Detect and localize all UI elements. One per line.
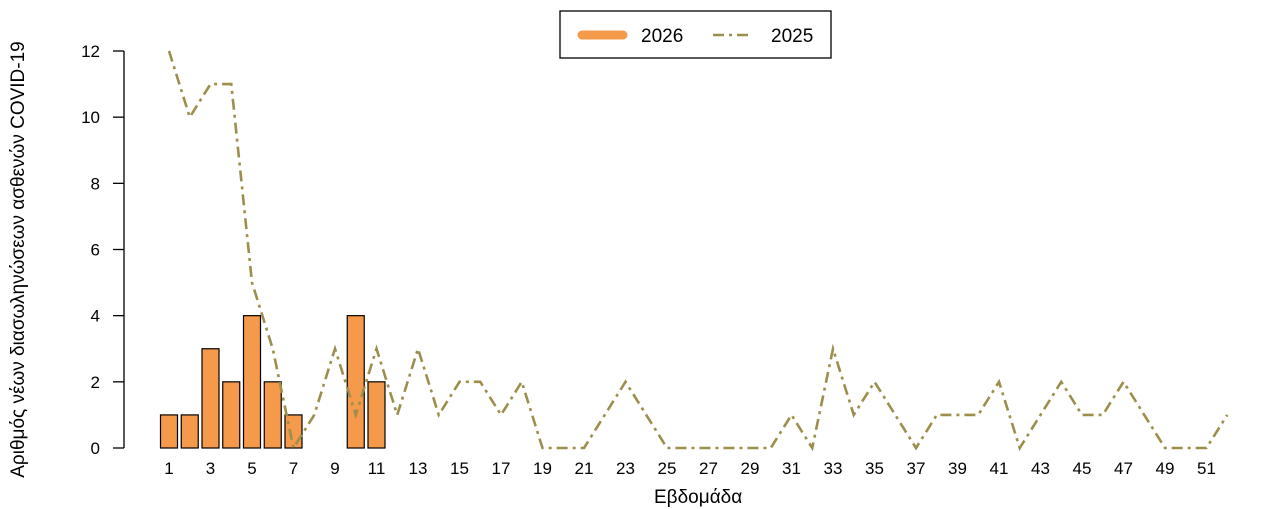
bar-2026 [159,414,179,449]
x-tick-label: 51 [1197,459,1216,478]
bar-2026 [180,414,199,449]
x-tick-label: 21 [575,459,594,478]
x-tick-label: 19 [533,459,552,478]
x-tick-label: 17 [492,459,511,478]
x-tick-label: 33 [824,459,843,478]
x-tick-label: 43 [1031,459,1050,478]
x-tick-label: 13 [409,459,428,478]
y-tick-label: 8 [91,174,100,193]
x-tick-label: 1 [164,459,173,478]
legend: 2026 2025 [559,10,832,59]
y-tick-label: 6 [91,241,100,260]
x-axis-title: Εβδομάδα [654,487,742,508]
x-tick-label: 31 [782,459,801,478]
bar-2026 [242,315,262,449]
bar-2026 [263,381,282,449]
x-tick-label: 47 [1114,459,1133,478]
bars-2026 [159,315,386,449]
y-tick-label: 10 [81,108,100,127]
x-tick-label: 7 [289,459,298,478]
x-tick-label: 37 [907,459,926,478]
bar-2026 [367,381,386,449]
x-tick-label: 39 [948,459,967,478]
x-tick-label: 49 [1156,459,1175,478]
bar-2026 [222,381,241,449]
x-tick-label: 45 [1073,459,1092,478]
y-tick-label: 2 [91,373,100,392]
x-tick-label: 11 [368,459,386,478]
legend-label-2026: 2026 [641,26,683,47]
x-tick-label: 9 [330,459,339,478]
x-tick-label: 3 [206,459,215,478]
y-tick-label: 12 [81,42,100,61]
x-tick-label: 15 [450,459,469,478]
x-tick-label: 41 [990,459,1009,478]
y-ticks: 0 2 4 6 8 10 12 [81,42,124,458]
legend-label-2025: 2025 [771,26,813,47]
x-tick-label: 25 [658,459,677,478]
x-tick-label: 35 [865,459,884,478]
x-tick-label: 27 [699,459,718,478]
x-tick-label: 23 [616,459,635,478]
line-2025 [167,50,1229,452]
y-axis-title: Αριθμός νέων διασωληνώσεων ασθενών COVID… [8,41,29,478]
bar-2026 [201,348,220,449]
x-tick-label: 5 [247,459,256,478]
bar-2026 [284,414,303,449]
y-tick-label: 0 [91,439,100,458]
bar-2026 [346,315,365,449]
x-ticks: 1 3 5 7 9 11 13 15 17 19 21 23 25 27 29 31 33 35 37 39 41 43 4… [164,459,1216,478]
y-tick-label: 4 [91,307,100,326]
x-tick-label: 29 [741,459,760,478]
